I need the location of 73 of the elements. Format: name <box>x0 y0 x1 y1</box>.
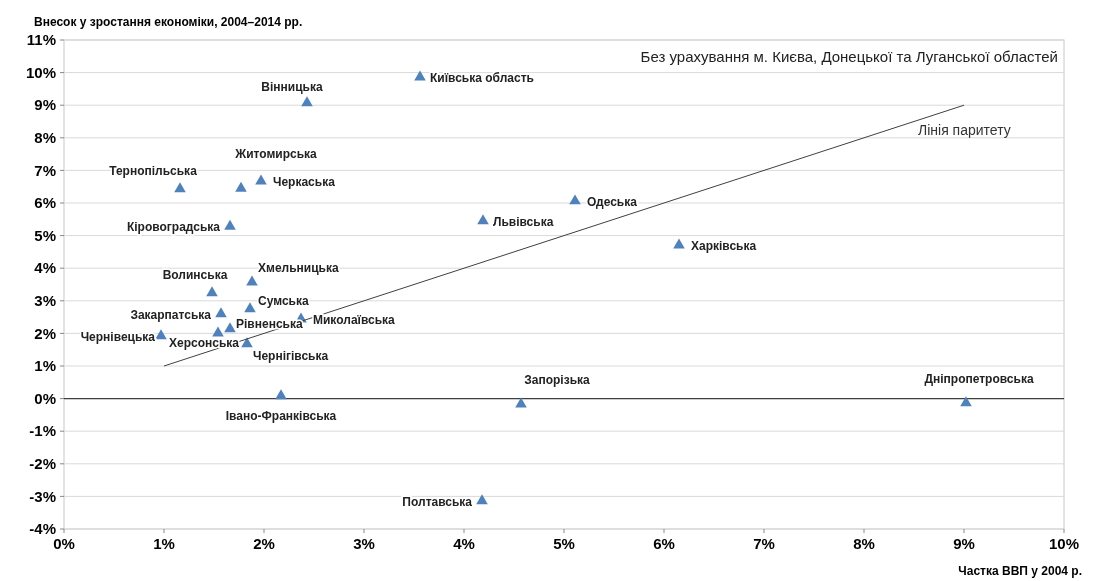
point <box>224 219 236 230</box>
annotation: Хмельницька <box>258 261 339 276</box>
y-tick-label: 1% <box>34 357 56 375</box>
y-tick-label: 8% <box>34 129 56 147</box>
y-tick-label: 0% <box>34 389 56 407</box>
point <box>414 70 426 81</box>
point <box>476 494 488 505</box>
x-tick-label: 6% <box>653 535 675 552</box>
x-tick-label: 5% <box>553 535 575 552</box>
annotation: Тернопільська <box>109 163 198 178</box>
annotation: Івано-Франківська <box>225 408 337 423</box>
y-tick-label: 10% <box>25 63 56 81</box>
annotation: Дніпропетровська <box>924 371 1034 386</box>
point <box>960 396 972 407</box>
y-tick-label: -3% <box>29 487 56 505</box>
x-tick-label: 8% <box>853 535 875 552</box>
x-tick-label: 2% <box>253 535 275 552</box>
y-tick-label: -1% <box>29 422 56 440</box>
annotation: Закарпатська <box>130 307 212 322</box>
x-tick-label: 1% <box>153 535 175 552</box>
x-tick-label: 10% <box>1048 535 1080 552</box>
point <box>244 302 256 313</box>
y-axis-title: Внесок у зростання економіки, 2004–2014 рр. <box>34 15 303 29</box>
point <box>224 322 236 333</box>
annotation: Сумська <box>258 293 309 308</box>
annotation: Без урахування м. Києва, Донецької та Луганської областей <box>640 48 1058 65</box>
point <box>569 194 581 205</box>
y-tick-label: 4% <box>34 259 56 277</box>
y-tick-label: 7% <box>34 161 56 179</box>
point <box>673 238 685 249</box>
point <box>275 389 287 400</box>
point <box>301 96 313 107</box>
y-tick-label: 2% <box>34 324 56 342</box>
point <box>212 326 224 337</box>
annotation: Херсонська <box>169 336 240 351</box>
point <box>155 329 167 340</box>
point <box>215 307 227 318</box>
y-tick-label: 9% <box>34 96 56 114</box>
annotation: Київська область <box>430 71 534 86</box>
series-label: Лінія паритету <box>918 122 1011 139</box>
annotation: Вінницька <box>261 79 323 94</box>
y-tick-label: 3% <box>34 292 56 310</box>
x-tick-label: 0% <box>53 535 75 552</box>
y-tick-label: 11% <box>26 31 56 49</box>
x-tick-label: 3% <box>353 535 375 552</box>
annotation: Львівська <box>493 214 554 229</box>
annotation: Житомирська <box>234 147 318 162</box>
point <box>174 182 186 193</box>
annotation: Волинська <box>162 267 228 282</box>
point <box>477 214 489 225</box>
x-tick-label: 9% <box>953 535 975 552</box>
point <box>255 174 267 185</box>
point <box>235 181 247 192</box>
x-axis-title: Частка ВВП у 2004 р. <box>958 564 1082 578</box>
x-tick-label: 7% <box>753 535 775 552</box>
x-tick-label: 4% <box>453 535 475 552</box>
y-tick-label: 5% <box>34 226 56 244</box>
point <box>515 397 527 408</box>
y-tick-label: 6% <box>34 194 56 212</box>
annotation: Кіровоградська <box>126 220 221 235</box>
y-tick-label: -4% <box>29 520 56 538</box>
annotation: Запорізька <box>524 373 591 388</box>
annotation: Миколаївська <box>313 313 396 328</box>
annotation: Харківська <box>691 239 757 254</box>
point <box>241 337 253 348</box>
annotation: Чернівецька <box>80 330 156 345</box>
point <box>246 275 258 286</box>
annotation: Чернігівська <box>253 348 329 363</box>
annotation: Черкаська <box>273 175 336 190</box>
y-tick-label: -2% <box>29 455 56 473</box>
point <box>206 286 218 297</box>
annotation: Полтавська <box>402 494 473 509</box>
annotation: Одеська <box>587 195 638 210</box>
